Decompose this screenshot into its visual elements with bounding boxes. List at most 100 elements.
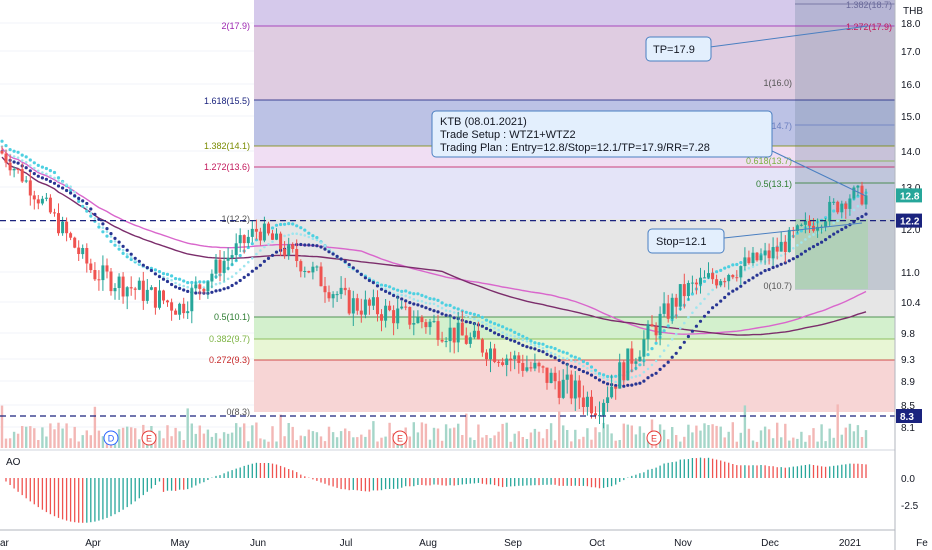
candle-body <box>77 247 81 254</box>
volume-bar <box>707 425 710 448</box>
ema-slow-dot <box>323 247 327 251</box>
price-tags: 12.8 12.2 8.3 <box>896 188 922 423</box>
ema-mid-dot <box>218 282 222 285</box>
candle-body <box>626 348 630 381</box>
candle-body <box>198 284 202 289</box>
stop-note[interactable]: Stop=12.1 <box>647 222 863 254</box>
trade-plan-note[interactable]: KTB (08.01.2021) Trade Setup : WTZ1+WTZ2… <box>431 110 867 197</box>
volume-bar <box>101 436 105 448</box>
event-marker-letter: D <box>108 434 115 444</box>
candle-body <box>61 221 65 234</box>
volume-bar <box>315 432 319 448</box>
time-tick-label: ar <box>0 538 10 549</box>
fib-right-label: 1.382(18.7) <box>846 0 892 10</box>
ema-mid-dot <box>747 266 751 270</box>
ema-mid-dot <box>424 301 428 305</box>
ema-mid-dot <box>812 233 815 236</box>
candle-body <box>214 259 218 274</box>
fib-left-label: 1.618(15.5) <box>204 96 250 106</box>
event-marker-letter: E <box>651 434 657 444</box>
volume-bar <box>642 432 646 448</box>
ema-slow-dot <box>214 289 218 293</box>
event-marker-letter: E <box>397 434 403 444</box>
candle-body <box>145 289 149 301</box>
ema-mid-dot <box>513 335 516 338</box>
ema-fast-dot <box>28 158 32 162</box>
candle-body <box>303 271 307 272</box>
ema-fast-dot <box>384 284 388 288</box>
ema-slow-dot <box>165 279 170 284</box>
ema-slow-dot <box>379 287 384 291</box>
volume-bar <box>477 424 480 448</box>
volume-bar <box>319 436 323 448</box>
tp-note[interactable]: TP=17.9 <box>645 25 869 62</box>
volume-bar <box>662 429 666 448</box>
ema-slow-dot <box>561 361 565 365</box>
ema-mid-dot <box>41 171 44 174</box>
volume-bar <box>598 432 601 448</box>
volume-bar <box>533 428 537 448</box>
ema-fast-dot <box>537 342 541 346</box>
ema-slow-dot <box>759 271 763 275</box>
volume-bar <box>582 436 585 448</box>
ema-slow-dot <box>250 269 254 273</box>
volume-bar <box>646 437 650 448</box>
candle-body <box>367 299 371 306</box>
ema-mid-dot <box>226 277 230 281</box>
candle-body <box>723 281 727 283</box>
ema-slow-dot <box>488 328 493 332</box>
ema-slow-dot <box>24 166 28 170</box>
ema-fast-dot <box>412 292 416 296</box>
price-tag: 12.8 <box>896 188 922 203</box>
ema-fast-dot <box>311 234 315 238</box>
volume-bar <box>210 436 214 448</box>
ao-histogram <box>5 457 867 523</box>
candle-body <box>856 185 860 188</box>
ema-mid-dot <box>113 240 117 243</box>
ema-mid-dot <box>420 300 424 303</box>
ema-mid-dot <box>683 321 686 325</box>
volume-bar <box>186 408 189 448</box>
volume-bar <box>408 436 411 448</box>
ema-mid-dot <box>109 235 113 238</box>
volume-bar <box>695 425 698 448</box>
volume-bar <box>235 423 238 448</box>
ema-slow-dot <box>351 266 355 270</box>
ema-mid-dot <box>779 254 783 257</box>
volume-bar <box>671 427 674 448</box>
volume-bar <box>138 439 141 448</box>
ema-mid-dot <box>291 232 295 235</box>
volume-bar <box>170 436 173 448</box>
candle-body <box>12 169 16 171</box>
ema-mid-dot <box>448 310 452 313</box>
candle-body <box>206 281 210 292</box>
time-tick-label: Nov <box>674 538 692 549</box>
volume-bar <box>356 437 359 448</box>
ema-mid-dot <box>45 172 48 176</box>
volume-bar <box>574 429 577 448</box>
ema-mid-dot <box>650 363 654 367</box>
candle-body <box>258 231 262 241</box>
ema-slow-dot <box>864 212 868 216</box>
candle-body <box>509 358 513 360</box>
ema-fast-dot <box>400 289 404 293</box>
ema-slow-dot <box>622 384 626 388</box>
volume-bar <box>622 423 625 448</box>
ma-purple-line <box>1 156 867 336</box>
candle-body <box>573 380 577 399</box>
ema-fast-dot <box>509 328 513 332</box>
candle-body <box>105 265 109 272</box>
candle-body <box>775 247 779 252</box>
candle-body <box>852 187 856 199</box>
volume-bar <box>594 427 597 448</box>
volume-bar <box>339 431 343 448</box>
candle-body <box>32 195 36 200</box>
ema-fast-dot <box>279 222 283 227</box>
volume-bar <box>735 441 738 448</box>
candle-body <box>622 362 626 381</box>
plan-levels: Trading Plan : Entry=12.8/Stop=12.1/TP=1… <box>440 142 710 154</box>
volume-bar <box>384 436 387 448</box>
volume-bar <box>307 429 310 448</box>
ema-slow-dot <box>690 329 695 333</box>
